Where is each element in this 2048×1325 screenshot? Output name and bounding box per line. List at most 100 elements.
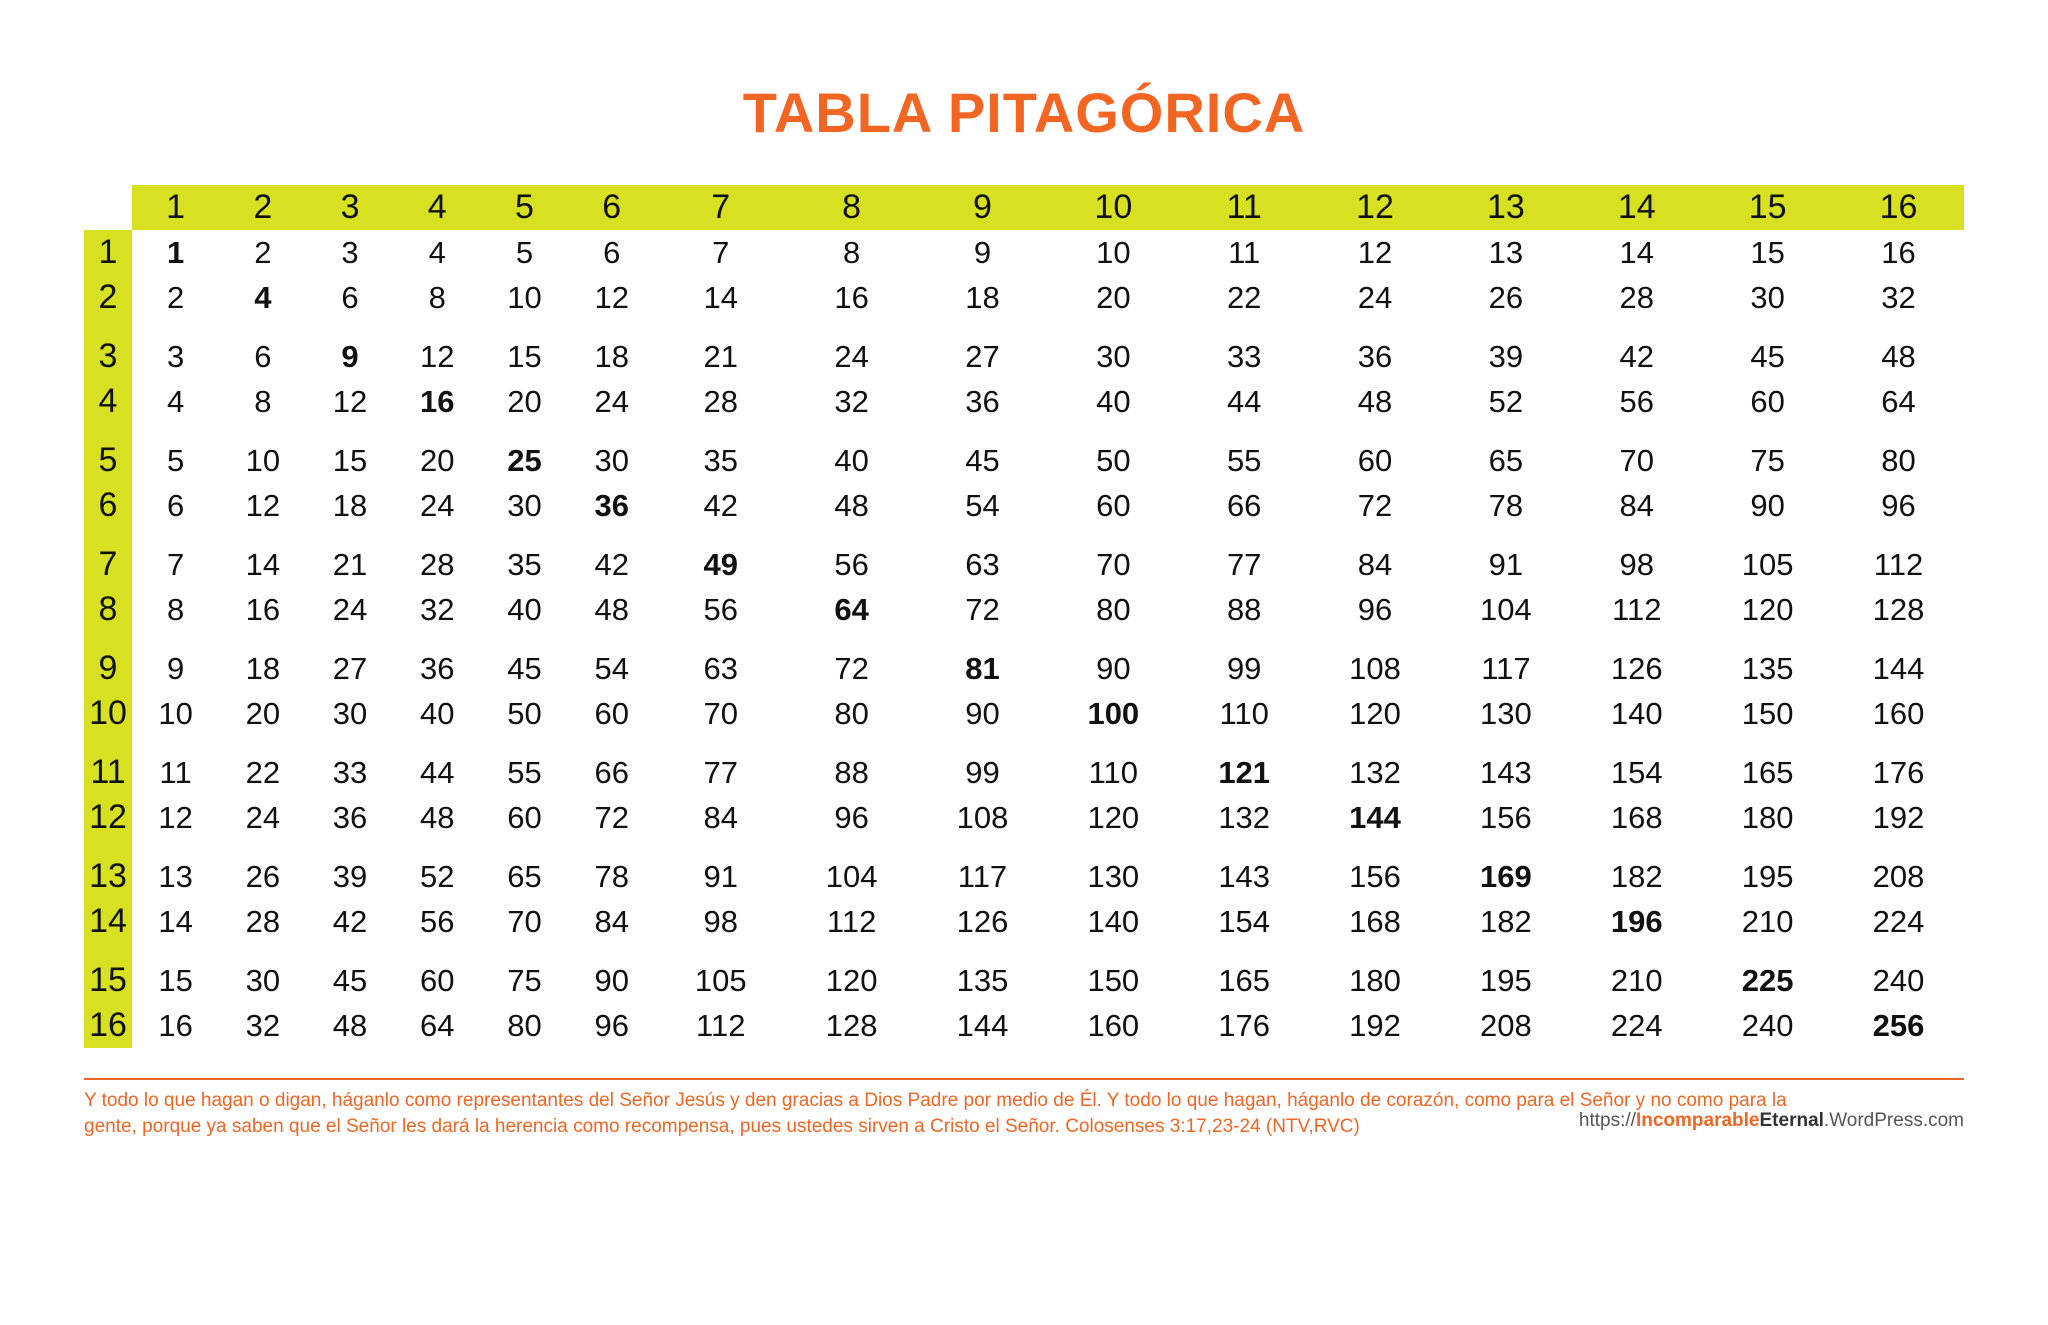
row-gap-cell	[306, 632, 393, 646]
table-cell: 224	[1571, 1003, 1702, 1048]
table-cell: 32	[394, 587, 481, 632]
table-cell: 3	[132, 334, 219, 379]
row-gap-cell	[132, 424, 219, 438]
row-gap-cell	[132, 736, 219, 750]
table-cell: 104	[1440, 587, 1571, 632]
row-gap	[84, 736, 1964, 750]
row-gap-cell	[84, 944, 132, 958]
table-cell: 90	[917, 691, 1048, 736]
table-cell: 20	[394, 438, 481, 483]
row-gap-cell	[481, 736, 568, 750]
row-gap-cell	[786, 944, 917, 958]
table-cell: 28	[1571, 275, 1702, 320]
row-gap-cell	[1571, 632, 1702, 646]
table-cell: 182	[1440, 899, 1571, 944]
table-cell: 44	[394, 750, 481, 795]
table-cell: 5	[132, 438, 219, 483]
row-gap-cell	[84, 840, 132, 854]
footer-link-brand2: Eternal	[1760, 1110, 1824, 1131]
table-cell: 54	[568, 646, 655, 691]
table-cell: 143	[1440, 750, 1571, 795]
row-header: 2	[84, 275, 132, 320]
table-cell: 48	[1833, 334, 1964, 379]
row-gap-cell	[394, 320, 481, 334]
row-gap-cell	[394, 424, 481, 438]
row-gap-cell	[1310, 840, 1441, 854]
table-cell: 240	[1833, 958, 1964, 1003]
row-gap-cell	[132, 320, 219, 334]
row-gap-cell	[1833, 736, 1964, 750]
table-cell: 84	[655, 795, 786, 840]
table-cell: 88	[786, 750, 917, 795]
row-gap-cell	[917, 424, 1048, 438]
table-cell: 33	[1179, 334, 1310, 379]
table-cell: 16	[219, 587, 306, 632]
table-cell: 30	[306, 691, 393, 736]
column-header: 10	[1048, 185, 1179, 230]
table-cell: 90	[1702, 483, 1833, 528]
row-gap-cell	[84, 528, 132, 542]
row-gap-cell	[219, 736, 306, 750]
table-cell: 6	[306, 275, 393, 320]
row-header: 15	[84, 958, 132, 1003]
table-row: 1515304560759010512013515016518019521022…	[84, 958, 1964, 1003]
table-cell: 40	[1048, 379, 1179, 424]
table-cell: 15	[132, 958, 219, 1003]
row-gap-cell	[84, 320, 132, 334]
table-cell: 36	[394, 646, 481, 691]
table-cell: 15	[1702, 230, 1833, 275]
row-gap-cell	[1571, 320, 1702, 334]
row-gap-cell	[1440, 840, 1571, 854]
table-cell: 24	[786, 334, 917, 379]
row-gap-cell	[481, 528, 568, 542]
row-gap-cell	[655, 320, 786, 334]
row-gap-cell	[84, 736, 132, 750]
row-gap-cell	[917, 528, 1048, 542]
table-cell: 42	[1571, 334, 1702, 379]
row-gap-cell	[1833, 528, 1964, 542]
row-gap-cell	[1833, 424, 1964, 438]
row-gap-cell	[306, 736, 393, 750]
column-header: 12	[1310, 185, 1441, 230]
table-cell: 30	[1048, 334, 1179, 379]
table-cell: 13	[1440, 230, 1571, 275]
row-gap-cell	[219, 424, 306, 438]
table-cell: 66	[1179, 483, 1310, 528]
table-cell: 112	[786, 899, 917, 944]
table-row: 66121824303642485460667278849096	[84, 483, 1964, 528]
row-gap-cell	[132, 632, 219, 646]
table-cell: 8	[132, 587, 219, 632]
row-gap-cell	[655, 840, 786, 854]
table-cell: 48	[394, 795, 481, 840]
row-gap-cell	[1440, 528, 1571, 542]
table-cell: 105	[655, 958, 786, 1003]
table-cell: 56	[786, 542, 917, 587]
table-cell: 35	[655, 438, 786, 483]
table-cell: 52	[1440, 379, 1571, 424]
row-gap-cell	[1702, 424, 1833, 438]
row-gap-cell	[219, 320, 306, 334]
row-gap-cell	[1571, 944, 1702, 958]
row-header: 5	[84, 438, 132, 483]
table-cell: 10	[481, 275, 568, 320]
table-row: 1616324864809611212814416017619220822424…	[84, 1003, 1964, 1048]
row-gap-cell	[1048, 736, 1179, 750]
table-cell: 130	[1440, 691, 1571, 736]
table-cell: 210	[1702, 899, 1833, 944]
table-cell: 16	[394, 379, 481, 424]
table-cell: 88	[1179, 587, 1310, 632]
table-cell: 168	[1571, 795, 1702, 840]
table-cell: 225	[1702, 958, 1833, 1003]
table-cell: 42	[655, 483, 786, 528]
table-cell: 72	[568, 795, 655, 840]
table-cell: 126	[1571, 646, 1702, 691]
table-cell: 117	[1440, 646, 1571, 691]
table-cell: 50	[1048, 438, 1179, 483]
row-gap-cell	[917, 320, 1048, 334]
table-cell: 240	[1702, 1003, 1833, 1048]
table-cell: 45	[1702, 334, 1833, 379]
table-cell: 72	[1310, 483, 1441, 528]
column-header: 1	[132, 185, 219, 230]
table-cell: 42	[568, 542, 655, 587]
row-gap-cell	[1048, 424, 1179, 438]
